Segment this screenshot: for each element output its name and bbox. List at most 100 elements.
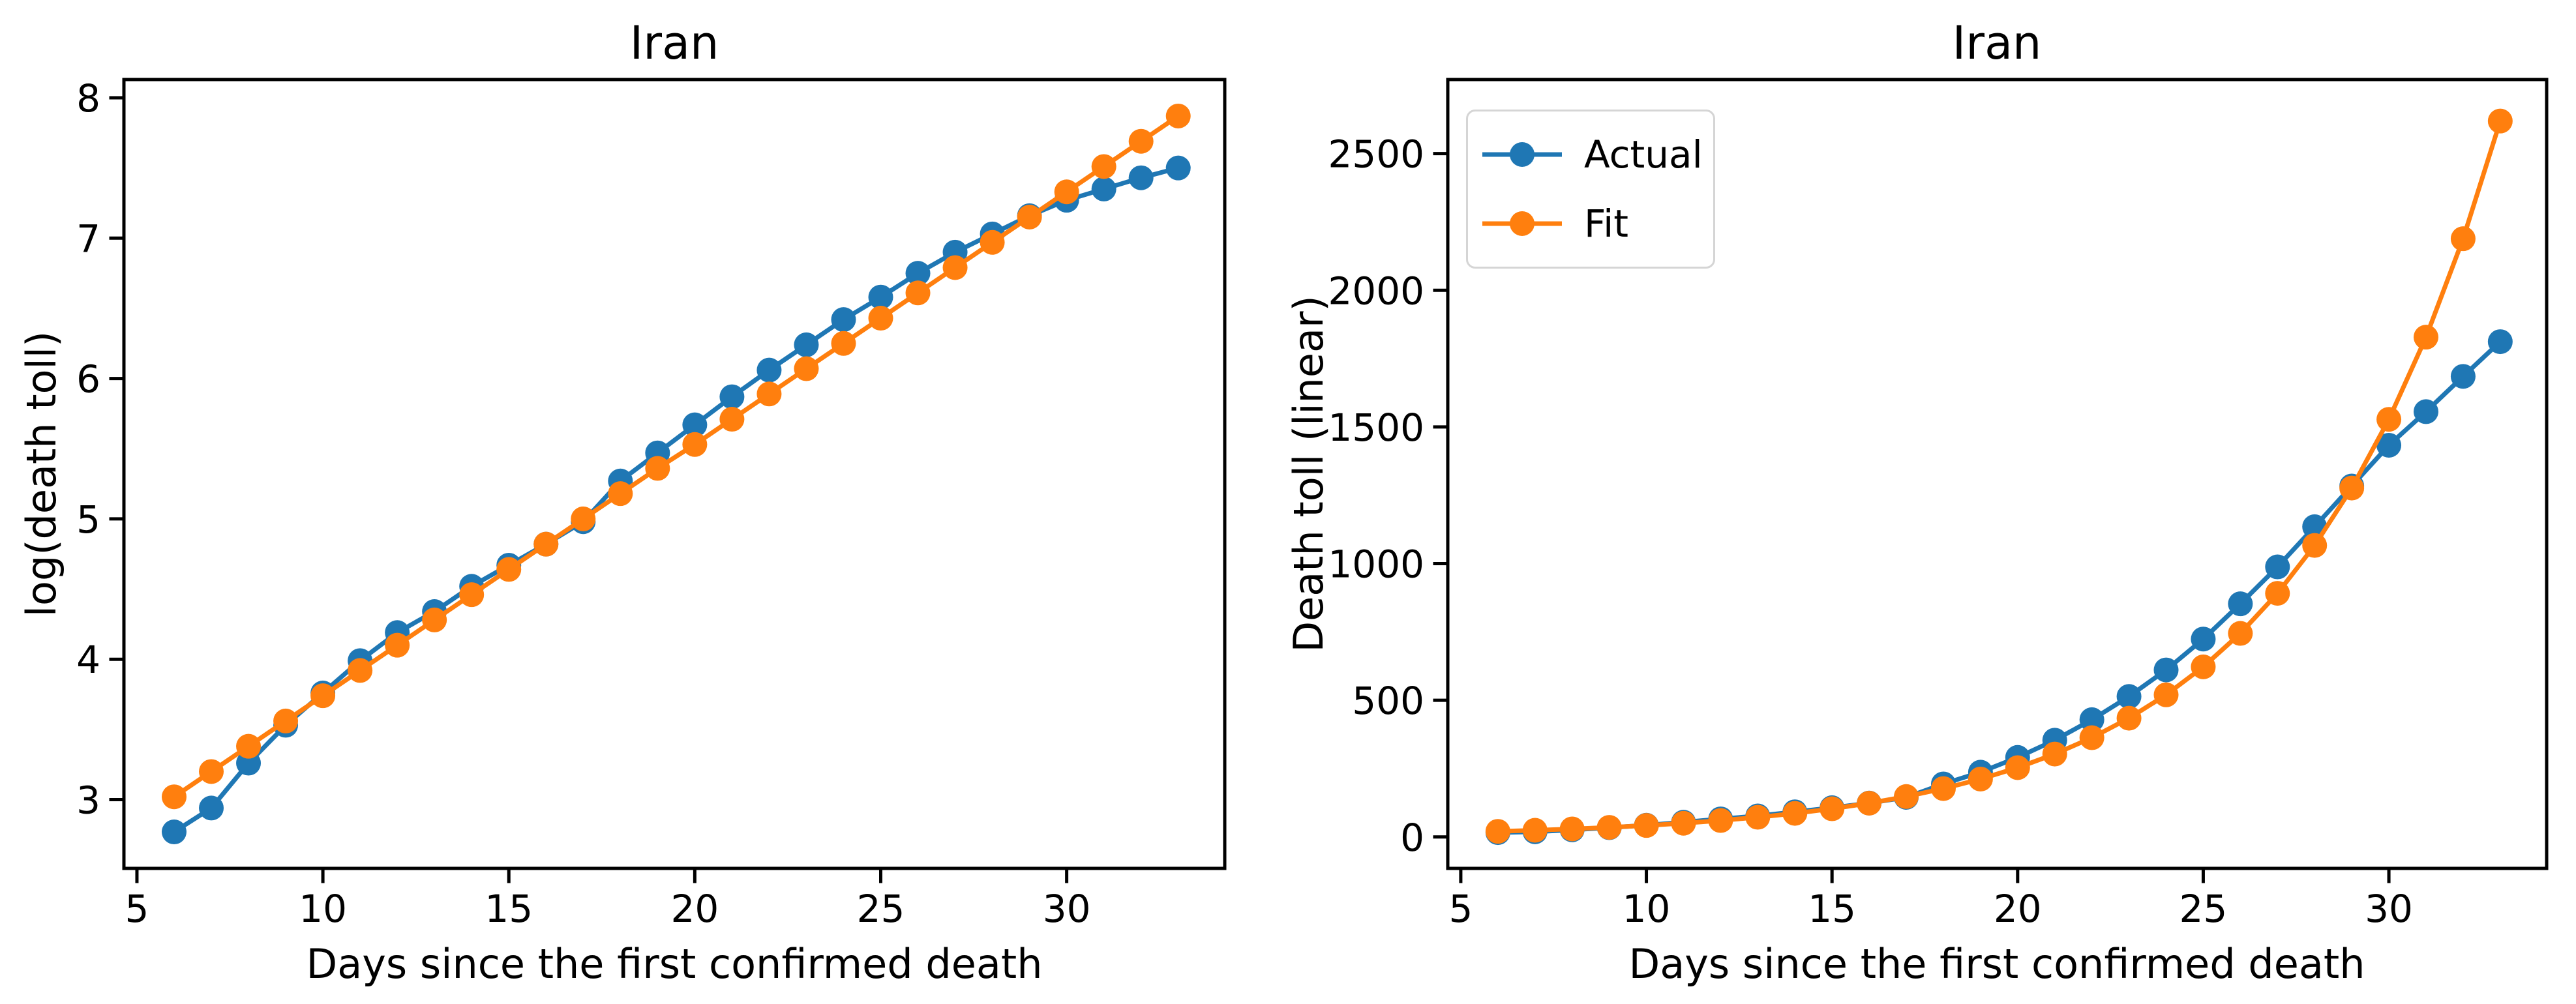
y-tick-label: 0 [1400, 816, 1424, 860]
series-fit-marker [794, 356, 819, 381]
x-tick-label: 15 [485, 887, 533, 931]
series-fit-marker [422, 607, 447, 632]
series-actual-line [1497, 340, 2502, 835]
series-actual-marker [794, 332, 819, 357]
series-fit-marker [348, 658, 373, 683]
series-actual-marker [2413, 399, 2438, 424]
series-actual-marker [756, 357, 782, 383]
series-fit-marker [273, 708, 299, 733]
right-y-axis-label: Death toll (linear) [1285, 295, 1332, 653]
series-fit-marker [1820, 796, 1845, 821]
series-fit-line [1497, 120, 2503, 834]
series-fit-marker [385, 632, 410, 658]
series-fit-marker [1782, 801, 1808, 826]
series-fit-marker [1857, 791, 1882, 816]
series-fit-marker [1596, 815, 1622, 840]
x-tick-label: 15 [1808, 887, 1856, 931]
series-actual-marker [2079, 707, 2104, 732]
right-chart-title: Iran [1952, 16, 2042, 70]
right-x-axis-label: Days since the first confirmed death [1628, 940, 2365, 988]
series-fit-marker [2191, 654, 2216, 679]
legend-item-fit: Fit [1480, 205, 1713, 243]
series-fit-marker [199, 759, 224, 784]
y-tick-label: 1500 [1328, 406, 1424, 450]
series-actual-marker [1165, 155, 1191, 181]
y-tick-label: 1000 [1328, 542, 1424, 587]
series-actual-marker [2191, 627, 2216, 652]
series-fit-marker [571, 506, 596, 531]
series-fit-marker [1522, 818, 1548, 843]
series-fit-marker [2265, 581, 2290, 606]
series-actual-marker [719, 384, 745, 409]
series-fit-line [173, 114, 1180, 799]
series-fit-marker [1128, 128, 1154, 154]
legend-fit-marker-sample [1510, 211, 1535, 236]
series-actual-line [173, 166, 1179, 834]
x-tick-label: 5 [1448, 887, 1473, 931]
series-fit-marker [161, 784, 187, 810]
series-actual-marker [1128, 165, 1154, 190]
series-fit-marker [1930, 776, 1956, 801]
series-fit-marker [1968, 766, 1993, 791]
series-fit-marker [459, 582, 485, 608]
series-fit-marker [868, 306, 893, 331]
series-fit-marker [1745, 805, 1771, 830]
y-tick-label: 3 [76, 778, 100, 823]
series-fit-marker [496, 557, 522, 582]
legend-actual-marker-sample [1510, 142, 1535, 167]
series-fit-marker [2376, 407, 2402, 432]
series-fit-marker [2153, 682, 2179, 707]
legend-item-actual: Actual [1480, 132, 1713, 177]
series-fit-marker [831, 331, 856, 356]
series-fit-marker [1634, 813, 1659, 838]
series-fit-marker [1091, 154, 1116, 179]
x-tick-label: 20 [1994, 887, 2042, 931]
series-fit-marker [2413, 325, 2438, 350]
y-tick-label: 7 [76, 216, 100, 261]
x-tick-label: 20 [670, 887, 719, 931]
series-fit-marker [1559, 816, 1585, 842]
series-actual-marker [2116, 684, 2142, 709]
y-tick-label: 4 [76, 638, 100, 682]
series-fit-marker [1054, 179, 1079, 205]
left-y-axis-label: log(death toll) [18, 331, 65, 617]
y-tick-label: 8 [76, 76, 100, 121]
series-actual-marker [682, 412, 708, 437]
series-fit-marker [2487, 108, 2513, 134]
x-tick-label: 10 [1623, 887, 1671, 931]
x-tick-label: 30 [2365, 887, 2413, 931]
series-fit-marker [1708, 808, 1733, 833]
legend-actual-label: Actual [1584, 132, 1703, 177]
series-fit-marker [1671, 810, 1696, 836]
axes-spines [122, 78, 1227, 870]
y-tick-label: 5 [76, 497, 100, 542]
series-fit-marker [1485, 819, 1510, 844]
axes-spines [1446, 78, 2549, 870]
series-fit-marker [1894, 784, 1919, 809]
series-actual-marker [2228, 591, 2253, 617]
series-fit-marker [2005, 755, 2030, 780]
series-actual-marker [161, 819, 187, 845]
series-actual-marker [2265, 554, 2290, 580]
series-actual-marker [2450, 364, 2476, 389]
series-fit-marker [310, 683, 336, 709]
y-tick-label: 6 [76, 357, 100, 402]
series-fit-marker [942, 255, 968, 280]
series-fit-marker [533, 531, 559, 557]
legend-box: Actual Fit [1466, 110, 1715, 269]
series-actual-marker [905, 261, 931, 286]
series-fit-marker [719, 407, 745, 432]
series-fit-marker [2450, 226, 2476, 252]
y-tick-label: 2000 [1328, 269, 1424, 313]
left-chart-title: Iran [629, 16, 719, 70]
series-actual-marker [2487, 329, 2513, 355]
series-fit-marker [2302, 533, 2328, 558]
series-fit-marker [1165, 103, 1191, 128]
x-tick-label: 5 [125, 887, 149, 931]
legend-fit-swatch [1482, 211, 1562, 236]
legend-actual-swatch [1482, 142, 1562, 167]
series-fit-marker [2116, 705, 2142, 731]
series-fit-marker [2042, 741, 2067, 767]
